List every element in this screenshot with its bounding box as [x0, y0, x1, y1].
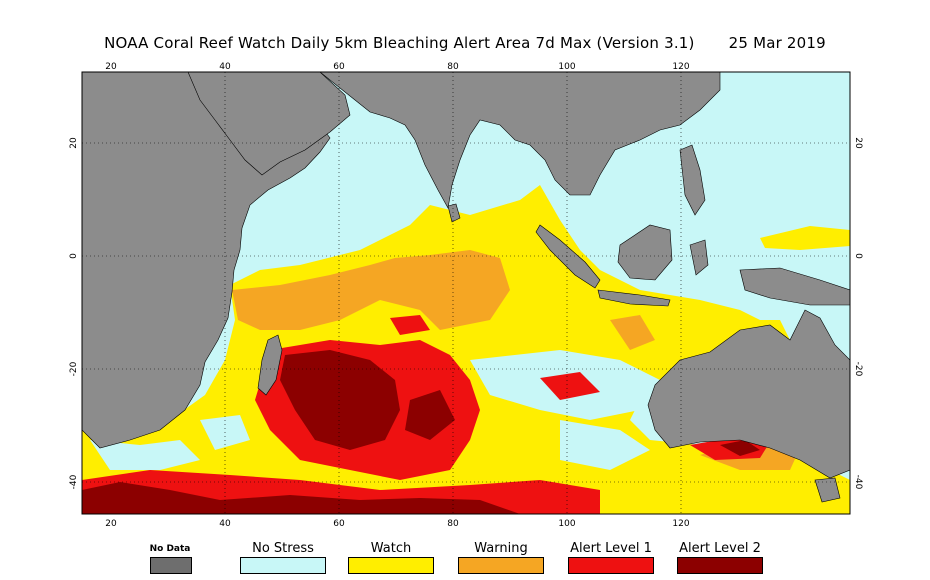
lon-label: 120: [672, 519, 689, 529]
warning-region: [610, 315, 655, 350]
land-philippines: [679, 144, 706, 216]
lat-label: 20: [853, 137, 863, 149]
map-title: NOAA Coral Reef Watch Daily 5km Bleachin…: [104, 34, 826, 52]
legend-swatch-alert-level-1: [568, 557, 654, 574]
watch-region-east: [760, 226, 850, 250]
lon-labels-bottom: 20 40 60 80 100 120: [105, 519, 690, 529]
lon-label: 80: [447, 519, 459, 529]
map-frame: [81, 71, 851, 515]
legend-label-no-data: No Data: [149, 544, 191, 554]
land-madagascar: [257, 334, 283, 396]
lat-label: 0: [69, 253, 79, 259]
lon-labels-top: 20 40 60 80 100 120: [105, 62, 690, 72]
legend-label-no-stress: No Stress: [252, 541, 314, 556]
legend-label-alert-level-1: Alert Level 1: [570, 541, 652, 556]
lat-label: -40: [853, 475, 863, 490]
lon-label: 40: [219, 62, 231, 72]
lat-label: 20: [69, 137, 79, 149]
lon-label: 40: [219, 519, 231, 529]
legend-swatch-alert-level-2: [677, 557, 763, 574]
alert1-region: [390, 315, 430, 335]
land-sumatra: [535, 224, 601, 289]
lon-label: 20: [105, 519, 117, 529]
no-stress-patch: [560, 420, 650, 470]
lat-label: 0: [853, 253, 863, 259]
land-new-guinea: [739, 267, 850, 306]
map-date: 25 Mar 2019: [728, 34, 826, 52]
legend-label-warning: Warning: [474, 541, 528, 556]
land-sri-lanka: [447, 203, 461, 223]
lon-label: 100: [558, 62, 575, 72]
land-australia: [647, 309, 850, 479]
lat-label: -20: [69, 361, 79, 376]
graticule: [82, 72, 850, 514]
lon-label: 20: [105, 62, 117, 72]
alert2-region: [280, 350, 400, 450]
legend-label-watch: Watch: [370, 541, 412, 556]
legend-swatch-no-data: [150, 557, 192, 574]
lon-label: 80: [447, 62, 459, 72]
alert1-region: [540, 372, 600, 400]
lon-label: 100: [558, 519, 575, 529]
legend-swatch-no-stress: [240, 557, 326, 574]
no-stress-patch: [90, 440, 200, 470]
lon-label: 60: [333, 519, 345, 529]
land-java: [597, 289, 671, 307]
land-asia: [319, 72, 721, 209]
legend-label-alert-level-2: Alert Level 2: [679, 541, 761, 556]
land-sulawesi: [689, 239, 709, 276]
alert2-region: [720, 440, 760, 456]
warning-region: [232, 250, 510, 330]
lat-labels-left: 20 0 -20 -40: [69, 137, 79, 489]
lon-label: 120: [672, 62, 689, 72]
alert2-region: [82, 482, 520, 514]
alert2-region: [405, 390, 455, 440]
legend-swatch-watch: [348, 557, 434, 574]
lat-label: -40: [69, 474, 79, 489]
legend-swatch-warning: [458, 557, 544, 574]
lat-labels-right: 20 0 -20 -40: [853, 137, 863, 489]
land-arabia: [187, 72, 351, 176]
land-tasmania: [814, 477, 841, 503]
land-borneo: [617, 224, 673, 281]
lat-label: -20: [853, 362, 863, 377]
lon-label: 60: [333, 62, 345, 72]
